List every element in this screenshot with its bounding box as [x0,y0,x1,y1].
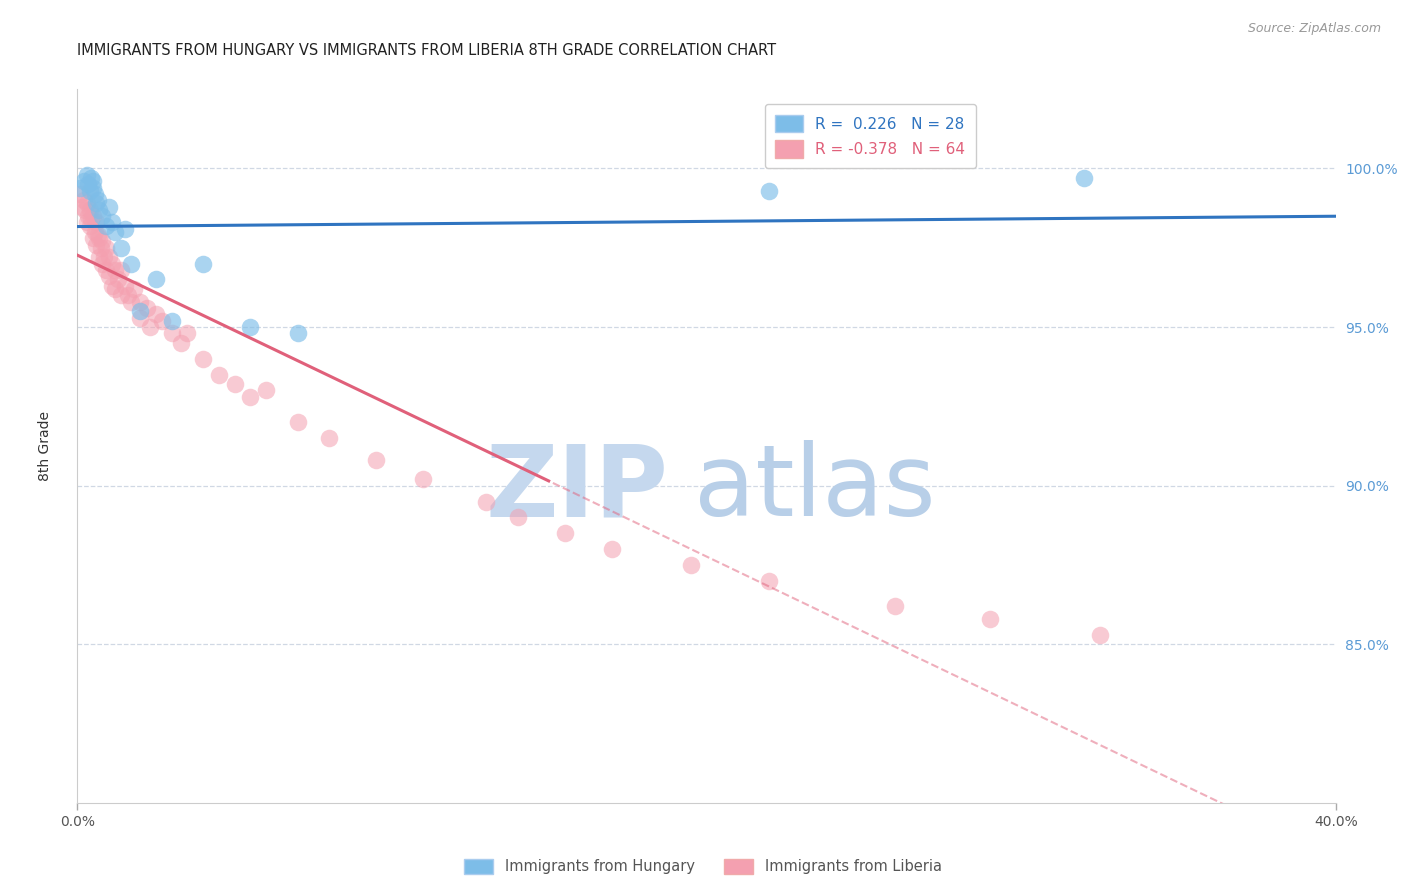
Point [94,263,117,277]
Point [101,257,124,271]
Point [120,257,142,271]
Text: Source: ZipAtlas.com: Source: ZipAtlas.com [1247,22,1381,36]
Text: ZIP: ZIP [486,441,669,537]
Point [129,294,152,309]
Point [135,301,157,315]
Point [224,377,246,392]
Point [72,174,94,188]
Point [90,241,112,255]
Point [600,542,623,557]
Point [366,453,388,467]
Point [1073,171,1095,186]
Point [79,202,101,217]
Point [129,304,152,318]
Point [82,231,104,245]
Point [191,351,215,366]
Point [208,368,231,382]
Point [1088,628,1111,642]
Point [318,431,340,445]
Point [76,168,98,182]
Point [114,278,136,293]
Point [94,241,117,255]
Point [120,294,142,309]
Point [70,200,93,214]
Point [82,209,104,223]
Point [145,307,167,321]
Point [91,235,114,249]
Point [554,526,576,541]
Point [87,228,110,243]
Point [475,494,498,508]
Point [79,219,101,233]
Point [97,200,120,214]
Point [104,225,127,239]
Point [76,196,98,211]
Point [77,178,100,192]
Point [91,257,114,271]
Point [107,272,129,286]
Point [160,326,183,341]
Point [101,278,124,293]
Point [87,193,110,207]
Point [129,310,152,325]
Y-axis label: 8th Grade: 8th Grade [38,411,52,481]
Point [83,225,105,239]
Point [110,241,132,255]
Point [122,282,145,296]
Point [287,326,309,341]
Point [79,184,101,198]
Point [80,171,103,186]
Point [97,269,120,284]
Point [506,510,529,524]
Point [117,288,139,302]
Point [239,390,262,404]
Point [758,184,780,198]
Point [89,250,111,264]
Point [138,320,160,334]
Point [82,180,104,194]
Point [191,257,215,271]
Text: IMMIGRANTS FROM HUNGARY VS IMMIGRANTS FROM LIBERIA 8TH GRADE CORRELATION CHART: IMMIGRANTS FROM HUNGARY VS IMMIGRANTS FR… [77,43,776,58]
Point [80,212,103,227]
Point [97,250,120,264]
Point [679,558,702,572]
Point [94,219,117,233]
Point [83,186,105,201]
Point [91,209,114,223]
Point [170,335,193,350]
Point [75,202,97,217]
Point [84,215,107,229]
Legend: Immigrants from Hungary, Immigrants from Liberia: Immigrants from Hungary, Immigrants from… [458,853,948,880]
Point [82,174,104,188]
Point [89,202,111,217]
Point [84,196,107,211]
Point [150,314,173,328]
Point [114,221,136,235]
Point [77,209,100,223]
Point [145,272,167,286]
Legend: R =  0.226   N = 28, R = -0.378   N = 64: R = 0.226 N = 28, R = -0.378 N = 64 [765,104,976,169]
Point [758,574,780,588]
Point [84,237,107,252]
Point [884,599,907,614]
Point [93,250,115,264]
Point [104,263,127,277]
Point [287,415,309,429]
Point [160,314,183,328]
Point [69,186,91,201]
Point [412,472,434,486]
Point [110,263,132,277]
Point [254,384,277,398]
Text: atlas: atlas [695,441,935,537]
Point [176,326,198,341]
Point [72,193,94,207]
Point [69,180,91,194]
Point [89,231,111,245]
Point [76,215,98,229]
Point [101,215,124,229]
Point [104,282,127,296]
Point [239,320,262,334]
Point [979,612,1001,626]
Point [110,288,132,302]
